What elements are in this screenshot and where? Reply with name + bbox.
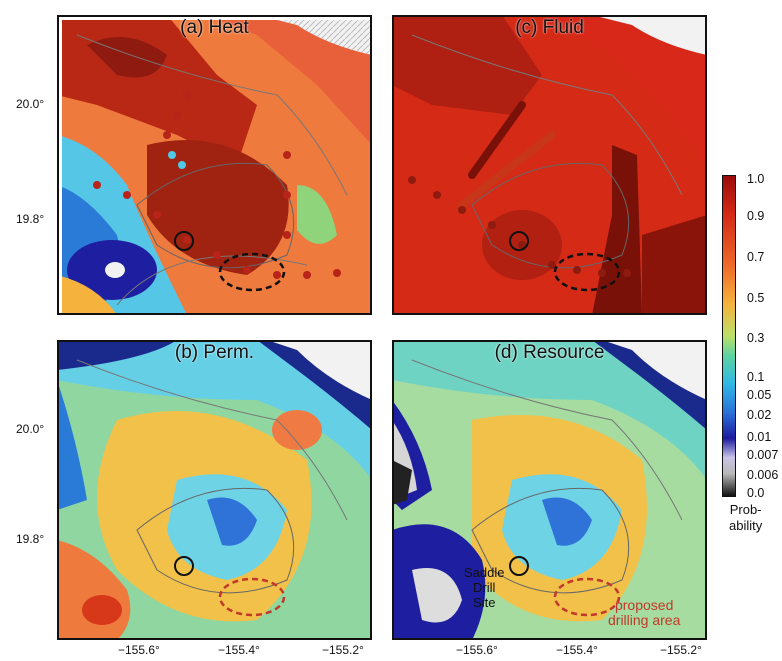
colorbar-tick-label: 0.3 (747, 331, 765, 345)
lon-tick-label: −155.6° (456, 643, 498, 657)
heat-map-image (57, 15, 372, 315)
lat-tick-label: 20.0° (16, 422, 45, 436)
lon-tick-label: −155.6° (118, 643, 160, 657)
resource-map-panel: (d) Resource (392, 340, 707, 640)
saddle-line2: Drill (473, 580, 496, 595)
saddle-line3: Site (473, 595, 496, 610)
colorbar-tick-label: 0.007 (747, 448, 779, 462)
probability-colorbar (722, 175, 736, 497)
colorbar-title-line1: Prob- (729, 502, 762, 517)
colorbar-tick-label: 0.02 (747, 408, 772, 422)
resource-map-image (392, 340, 707, 640)
permeability-map-panel: (b) Perm. (57, 340, 372, 640)
colorbar-tick-label: 0.1 (747, 370, 765, 384)
colorbar-tick-label: 0.006 (747, 468, 779, 482)
permeability-map-image (57, 340, 372, 640)
panel-title: (a) Heat (180, 17, 249, 38)
colorbar-title: Prob- ability (729, 502, 762, 534)
heat-map-panel: (a) Heat (57, 15, 372, 315)
colorbar-tick-label: 0.7 (747, 250, 765, 264)
proposed-drilling-area-label: proposed drilling area (608, 598, 680, 628)
lon-tick-label: −155.2° (322, 643, 364, 657)
fluid-map-panel: (c) Fluid (392, 15, 707, 315)
saddle-line1: Saddle (464, 565, 505, 580)
lat-tick-label: 19.8° (16, 212, 45, 226)
panel-title: (d) Resource (494, 342, 605, 363)
lon-tick-label: −155.4° (556, 643, 598, 657)
colorbar-tick-label: 0.5 (747, 291, 765, 305)
colorbar-tick-label: 0.0 (747, 486, 765, 500)
colorbar-tick-label: 1.0 (747, 172, 765, 186)
colorbar-tick-label: 0.9 (747, 209, 765, 223)
fluid-map-image (392, 15, 707, 315)
saddle-drill-site-label: Saddle Drill Site (464, 565, 504, 610)
colorbar-title-line2: ability (729, 518, 763, 533)
lon-tick-label: −155.2° (660, 643, 702, 657)
lon-tick-label: −155.4° (218, 643, 260, 657)
colorbar-tick-label: 0.05 (747, 388, 772, 402)
proposed-line1: proposed (614, 597, 674, 613)
lat-tick-label: 20.0° (16, 97, 45, 111)
proposed-line2: drilling area (608, 612, 681, 628)
lat-tick-label: 19.8° (16, 532, 45, 546)
panel-title: (b) Perm. (174, 342, 255, 363)
colorbar-tick-label: 0.01 (747, 430, 772, 444)
panel-title: (c) Fluid (515, 17, 584, 38)
